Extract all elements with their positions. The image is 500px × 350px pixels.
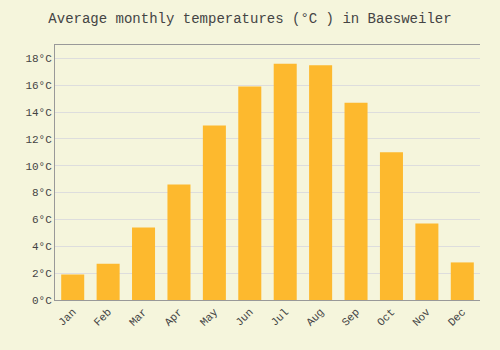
svg-text:Average monthly temperatures (: Average monthly temperatures (°C ) in Ba… [48, 11, 451, 27]
svg-text:16°C: 16°C [25, 80, 52, 92]
svg-text:4°C: 4°C [32, 241, 52, 253]
svg-text:Apr: Apr [162, 306, 184, 328]
svg-text:Dec: Dec [446, 306, 468, 328]
svg-text:Jan: Jan [56, 306, 78, 328]
svg-text:Jun: Jun [233, 306, 255, 328]
svg-text:Oct: Oct [375, 306, 397, 328]
svg-text:12°C: 12°C [25, 134, 52, 146]
svg-text:May: May [198, 306, 221, 329]
svg-text:Aug: Aug [304, 306, 326, 328]
svg-text:Sep: Sep [340, 306, 362, 328]
svg-text:Feb: Feb [92, 306, 114, 328]
svg-text:2°C: 2°C [32, 268, 52, 280]
svg-text:Mar: Mar [127, 306, 149, 328]
svg-text:Jul: Jul [269, 306, 291, 328]
svg-text:Nov: Nov [410, 306, 433, 329]
svg-text:0°C: 0°C [32, 295, 52, 307]
svg-text:6°C: 6°C [32, 214, 52, 226]
svg-text:18°C: 18°C [25, 53, 52, 65]
svg-text:8°C: 8°C [32, 187, 52, 199]
svg-text:10°C: 10°C [25, 161, 52, 173]
svg-text:14°C: 14°C [25, 107, 52, 119]
